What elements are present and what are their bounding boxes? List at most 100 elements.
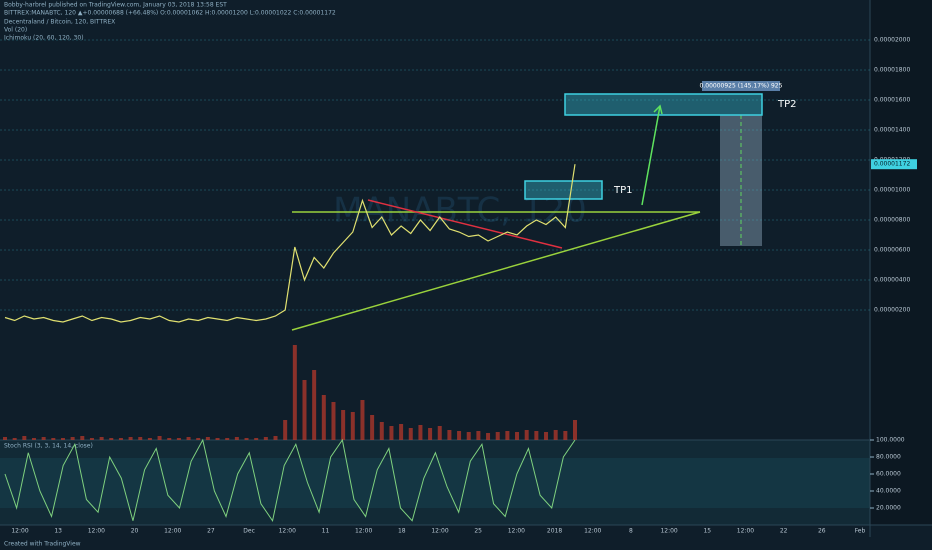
volume-bar — [486, 433, 491, 440]
rsi-tick-label: 80.0000 — [876, 454, 901, 461]
x-tick-label: 27 — [207, 528, 215, 535]
volume-bar — [31, 438, 36, 440]
volume-bar — [428, 428, 433, 440]
ohlc: BITTREX:MANABTC, 120 ▲+0.00000688 (+66.4… — [4, 10, 336, 17]
x-tick-label: 12:00 — [660, 528, 677, 535]
volume-bar — [109, 438, 114, 440]
volume-bar — [60, 438, 65, 440]
indicator: Vol (20) — [4, 27, 27, 34]
volume-bar — [157, 436, 162, 440]
volume-bar — [215, 438, 220, 440]
volume-bar — [128, 437, 133, 440]
volume-bar — [263, 437, 268, 440]
x-tick-label: 12:00 — [737, 528, 754, 535]
volume-bar — [302, 380, 307, 440]
x-tick-label: 12:00 — [88, 528, 105, 535]
last-price-label: 0.00001172 — [874, 161, 910, 168]
rsi-title: Stoch RSI (3, 3, 14, 14, close) — [4, 443, 93, 450]
volume-bar — [389, 426, 394, 440]
volume-bar — [331, 402, 336, 440]
x-tick-label: 12:00 — [431, 528, 448, 535]
volume-bar — [205, 437, 210, 440]
volume-bar — [360, 400, 365, 440]
volume-bar — [118, 438, 123, 440]
volume-bar — [99, 437, 104, 440]
arrow-head — [653, 104, 663, 115]
volume-bar — [70, 437, 75, 440]
y-tick-label: 0.00000200 — [874, 307, 910, 314]
x-tick-label: 12:00 — [584, 528, 601, 535]
volume-bar — [167, 438, 172, 440]
rsi-tick-label: 20.0000 — [876, 505, 901, 512]
volume-bar — [234, 437, 239, 440]
volume-bar — [186, 437, 191, 440]
rsi-tick-label: 100.0000 — [876, 437, 905, 444]
rsi-line — [4, 438, 576, 522]
x-tick-label: 26 — [818, 528, 826, 535]
x-tick-label: 22 — [780, 528, 788, 535]
x-tick-label: 12:00 — [279, 528, 296, 535]
volume-bar — [283, 420, 288, 440]
volume-bar — [515, 432, 520, 440]
volume-bar — [457, 431, 462, 440]
volume-bar — [254, 438, 259, 440]
volume-bar — [321, 395, 326, 440]
support-line — [291, 211, 701, 331]
volume-bar — [89, 438, 94, 440]
last-price-box — [871, 159, 917, 170]
tp2-label: TP2 — [777, 99, 797, 110]
x-tick-label: 20 — [131, 528, 139, 535]
y-tick-label: 0.00001600 — [874, 97, 910, 104]
x-tick-label: Feb — [855, 528, 866, 535]
measure-label: 0.00000925 (145.17%) 925 — [700, 83, 783, 90]
y-tick-label: 0.00001400 — [874, 127, 910, 134]
y-tick-label: 0.00001000 — [874, 187, 910, 194]
chart-title: Decentraland / Bitcoin, 120, BITTREX — [4, 19, 115, 26]
x-tick-label: 25 — [474, 528, 482, 535]
rsi-band — [0, 458, 870, 508]
downtrend-line — [367, 199, 563, 249]
y-tick-label: 0.00000400 — [874, 277, 910, 284]
volume-bar — [534, 431, 539, 440]
volume-bar — [524, 430, 529, 440]
volume-bar — [12, 438, 17, 440]
y-tick-label: 0.00001800 — [874, 67, 910, 74]
x-tick-label: 18 — [398, 528, 406, 535]
volume-bar — [495, 432, 500, 440]
volume-bar — [41, 437, 46, 440]
volume-bar — [544, 432, 549, 440]
volume-bar — [505, 431, 510, 440]
x-tick-label: 12:00 — [355, 528, 372, 535]
arrow — [641, 105, 661, 206]
indicator: Ichimoku (20, 60, 120, 30) — [4, 35, 84, 42]
volume-bar — [176, 438, 181, 440]
volume-bar — [408, 428, 413, 440]
x-tick-label: Dec — [243, 528, 255, 535]
volume-bar — [196, 438, 201, 440]
volume-bar — [80, 436, 85, 440]
volume-bar — [312, 370, 317, 440]
volume-bar — [225, 438, 230, 440]
volume-bar — [466, 432, 471, 440]
volume-bar — [476, 431, 481, 440]
volume-bar — [573, 420, 577, 440]
y-tick-label: 0.00000600 — [874, 247, 910, 254]
y-tick-label: 0.00000800 — [874, 217, 910, 224]
right-axis — [870, 0, 932, 525]
tp1-label: TP1 — [613, 185, 633, 196]
volume-bar — [51, 438, 56, 440]
publisher: Bobby-harbrel published on TradingView.c… — [4, 2, 227, 9]
volume-bar — [147, 438, 152, 440]
rsi-tick-label: 60.0000 — [876, 471, 901, 478]
volume-bar — [350, 412, 355, 440]
x-tick-label: 13 — [54, 528, 62, 535]
y-tick-label: 0.00002000 — [874, 37, 910, 44]
x-tick-label: 8 — [629, 528, 633, 535]
volume-bar — [244, 438, 249, 440]
volume-bar — [447, 430, 452, 440]
volume-bar — [399, 424, 404, 440]
x-tick-label: 15 — [703, 528, 711, 535]
volume-bar — [22, 436, 27, 440]
volume-bar — [3, 437, 7, 440]
